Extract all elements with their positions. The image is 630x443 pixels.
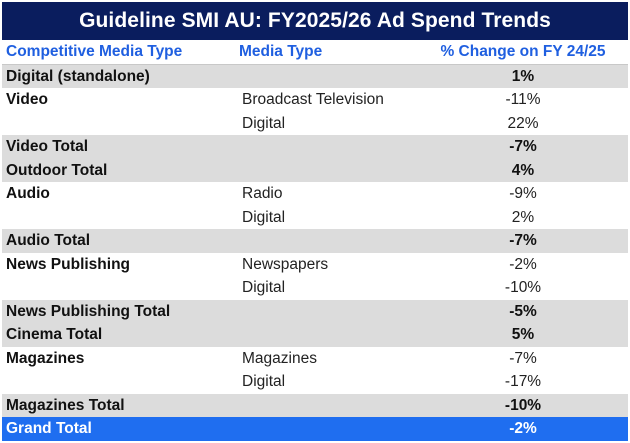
media-type-cell bbox=[235, 299, 418, 323]
table-header: Competitive Media Type Media Type % Chan… bbox=[2, 40, 628, 65]
media-type-cell bbox=[235, 417, 418, 441]
media-type-cell bbox=[235, 158, 418, 182]
media-type-cell: Digital bbox=[235, 370, 418, 394]
pct-change-cell: -2% bbox=[418, 252, 628, 276]
competitive-media-type-cell: Video bbox=[2, 88, 235, 112]
pct-change-cell: 1% bbox=[418, 64, 628, 88]
pct-change-cell: -11% bbox=[418, 88, 628, 112]
competitive-media-type-cell: Cinema Total bbox=[2, 323, 235, 347]
competitive-media-type-cell: Video Total bbox=[2, 135, 235, 159]
table-row: Digital -17% bbox=[2, 370, 628, 394]
media-type-cell: Magazines bbox=[235, 346, 418, 370]
pct-change-cell: -7% bbox=[418, 135, 628, 159]
total-row: Audio Total -7% bbox=[2, 229, 628, 253]
total-row: News Publishing Total -5% bbox=[2, 299, 628, 323]
media-type-cell bbox=[235, 393, 418, 417]
pct-change-cell: -9% bbox=[418, 182, 628, 206]
media-type-cell: Newspapers bbox=[235, 252, 418, 276]
competitive-media-type-cell: Magazines bbox=[2, 346, 235, 370]
media-type-cell bbox=[235, 64, 418, 88]
competitive-media-type-cell: Audio Total bbox=[2, 229, 235, 253]
pct-change-cell: 4% bbox=[418, 158, 628, 182]
pct-change-cell: 2% bbox=[418, 205, 628, 229]
table-row: Magazines Magazines -7% bbox=[2, 346, 628, 370]
pct-change-cell: -7% bbox=[418, 346, 628, 370]
table-row: Digital 22% bbox=[2, 111, 628, 135]
competitive-media-type-cell: Audio bbox=[2, 182, 235, 206]
table-row: Video Broadcast Television -11% bbox=[2, 88, 628, 112]
media-type-cell bbox=[235, 229, 418, 253]
pct-change-cell: 5% bbox=[418, 323, 628, 347]
pct-change-cell: -5% bbox=[418, 299, 628, 323]
media-type-cell bbox=[235, 323, 418, 347]
media-type-cell: Radio bbox=[235, 182, 418, 206]
total-row: Digital (standalone) 1% bbox=[2, 64, 628, 88]
media-type-cell bbox=[235, 135, 418, 159]
competitive-media-type-cell: Magazines Total bbox=[2, 393, 235, 417]
grand-total-row: Grand Total -2% bbox=[2, 417, 628, 441]
pct-change-cell: -10% bbox=[418, 276, 628, 300]
pct-change-cell: -17% bbox=[418, 370, 628, 394]
competitive-media-type-cell bbox=[2, 111, 235, 135]
competitive-media-type-cell bbox=[2, 205, 235, 229]
header-row: Competitive Media Type Media Type % Chan… bbox=[2, 40, 628, 65]
pct-change-cell: 22% bbox=[418, 111, 628, 135]
media-type-cell: Digital bbox=[235, 276, 418, 300]
competitive-media-type-cell bbox=[2, 370, 235, 394]
table-title: Guideline SMI AU: FY2025/26 Ad Spend Tre… bbox=[2, 2, 628, 40]
pct-change-cell: -7% bbox=[418, 229, 628, 253]
competitive-media-type-cell bbox=[2, 276, 235, 300]
table-row: Audio Radio -9% bbox=[2, 182, 628, 206]
header-competitive-media-type: Competitive Media Type bbox=[2, 40, 235, 65]
pct-change-cell: -2% bbox=[418, 417, 628, 441]
competitive-media-type-cell: News Publishing Total bbox=[2, 299, 235, 323]
competitive-media-type-cell: Outdoor Total bbox=[2, 158, 235, 182]
table-row: Digital 2% bbox=[2, 205, 628, 229]
total-row: Outdoor Total 4% bbox=[2, 158, 628, 182]
competitive-media-type-cell: Grand Total bbox=[2, 417, 235, 441]
pct-change-cell: -10% bbox=[418, 393, 628, 417]
total-row: Video Total -7% bbox=[2, 135, 628, 159]
media-type-cell: Broadcast Television bbox=[235, 88, 418, 112]
total-row: Magazines Total -10% bbox=[2, 393, 628, 417]
table-body: Digital (standalone) 1% Video Broadcast Tel… bbox=[2, 64, 628, 441]
total-row: Cinema Total 5% bbox=[2, 323, 628, 347]
competitive-media-type-cell: News Publishing bbox=[2, 252, 235, 276]
ad-spend-table: Competitive Media Type Media Type % Chan… bbox=[2, 40, 628, 441]
table-row: News Publishing Newspapers -2% bbox=[2, 252, 628, 276]
header-media-type: Media Type bbox=[235, 40, 418, 65]
header-pct-change: % Change on FY 24/25 bbox=[418, 40, 628, 65]
media-type-cell: Digital bbox=[235, 111, 418, 135]
table-row: Digital -10% bbox=[2, 276, 628, 300]
competitive-media-type-cell: Digital (standalone) bbox=[2, 64, 235, 88]
media-type-cell: Digital bbox=[235, 205, 418, 229]
